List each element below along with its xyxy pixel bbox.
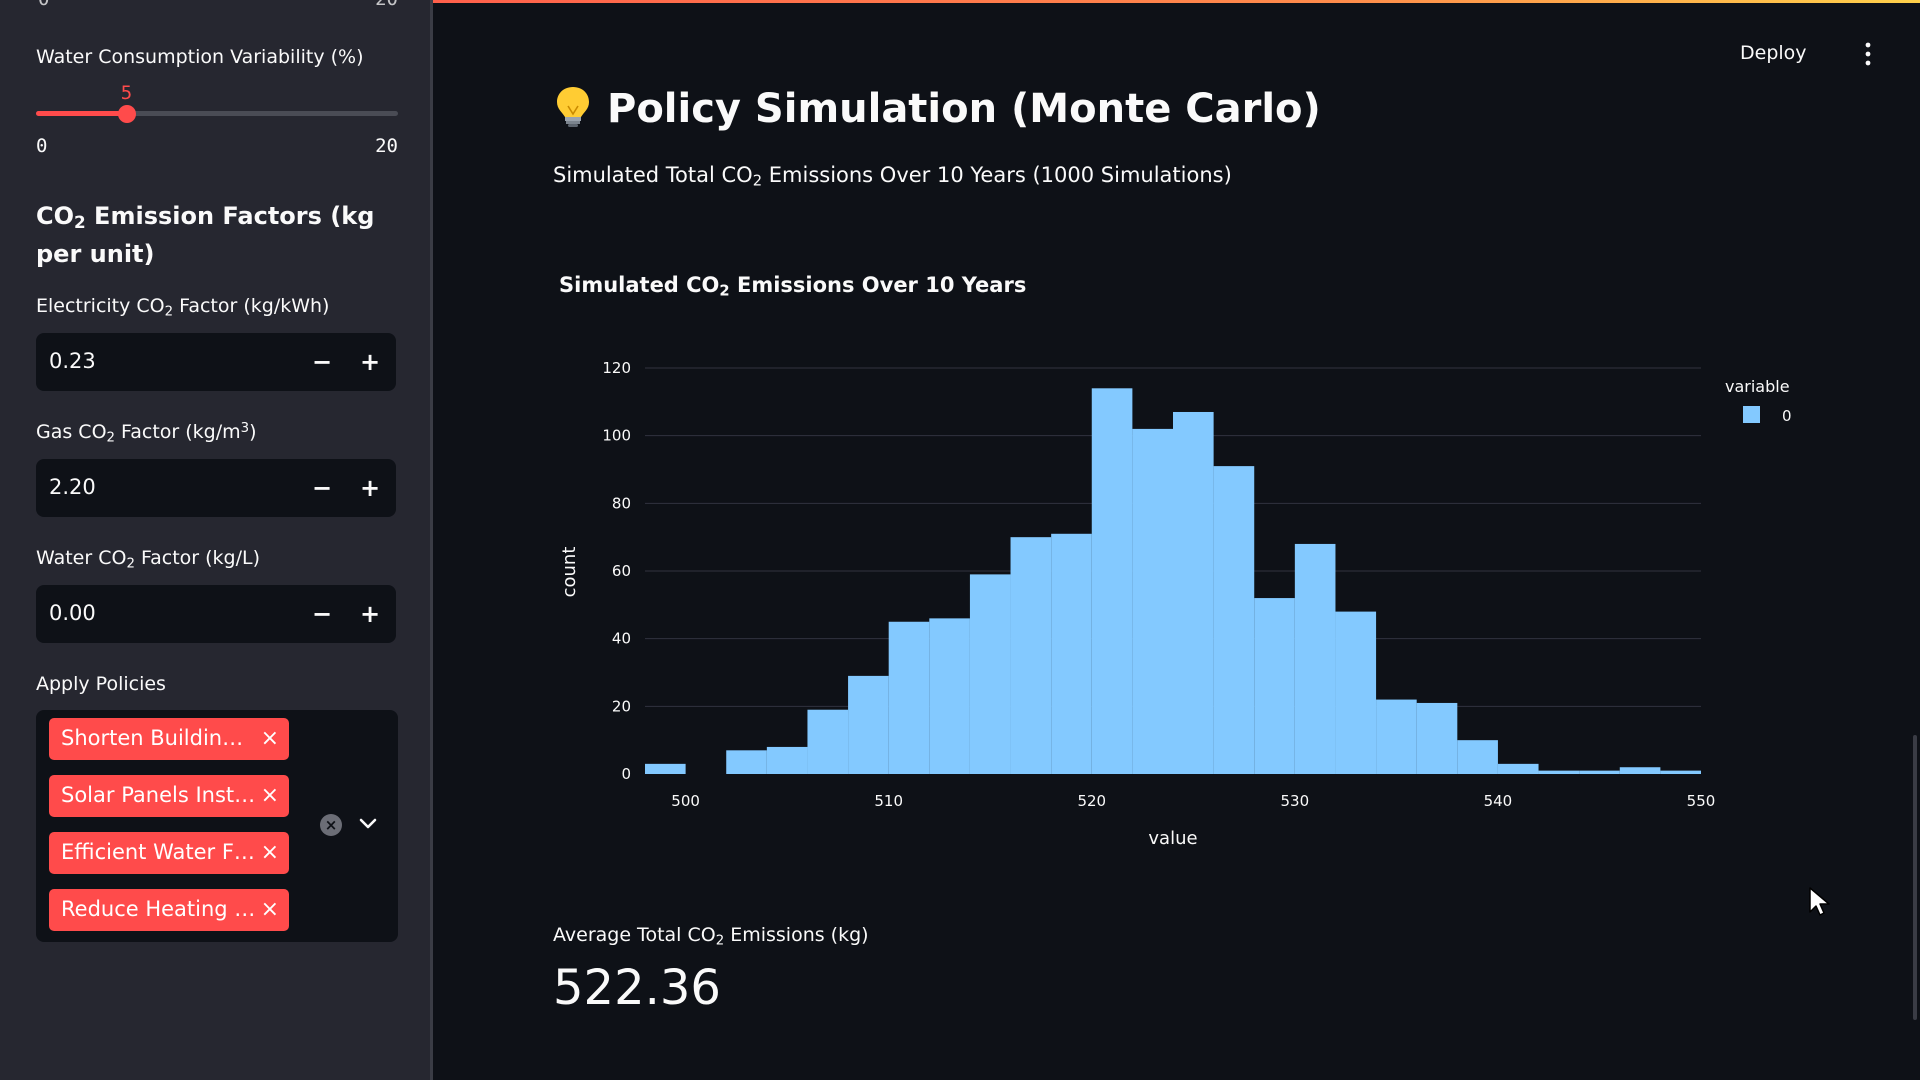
- clear-all-icon[interactable]: ×: [320, 814, 342, 836]
- cutoff-slider-max: 20: [375, 0, 398, 10]
- remove-tag-icon[interactable]: ×: [260, 897, 279, 922]
- y-tick-label: 0: [621, 765, 631, 783]
- lightbulb-icon: [557, 87, 589, 127]
- electricity-factor-label: Electricity CO2 Factor (kg/kWh): [36, 295, 330, 320]
- sidebar: 0 20 Water Consumption Variability (%) 5…: [0, 0, 432, 1080]
- histogram-bar[interactable]: [1010, 537, 1052, 774]
- y-tick-label: 80: [612, 494, 631, 512]
- histogram-bar[interactable]: [888, 621, 930, 774]
- slider-max: 20: [375, 135, 398, 157]
- policy-tag[interactable]: Solar Panels Inst… ×: [49, 775, 289, 817]
- histogram-bar[interactable]: [1497, 763, 1539, 774]
- legend-title: variable: [1725, 377, 1790, 396]
- metric-value: 522.36: [553, 960, 721, 1016]
- emission-factors-heading: CO2 Emission Factors (kg per unit): [36, 202, 375, 269]
- gas-factor-input[interactable]: 2.20 − +: [36, 459, 396, 517]
- histogram-bar[interactable]: [1660, 770, 1701, 774]
- remove-tag-icon[interactable]: ×: [260, 840, 279, 865]
- y-tick-label: 20: [612, 697, 631, 715]
- x-tick-label: 500: [671, 792, 700, 810]
- histogram-bar[interactable]: [1538, 770, 1580, 774]
- histogram-bar[interactable]: [1335, 611, 1377, 774]
- water-increment-button[interactable]: +: [359, 600, 381, 628]
- y-axis-label: count: [559, 547, 580, 598]
- legend-entry[interactable]: 0: [1782, 407, 1792, 425]
- policy-tag[interactable]: Reduce Heating … ×: [49, 889, 289, 931]
- histogram-bar[interactable]: [1213, 466, 1255, 774]
- histogram-bar[interactable]: [1416, 702, 1458, 774]
- histogram-bar[interactable]: [766, 746, 808, 774]
- remove-tag-icon[interactable]: ×: [260, 783, 279, 808]
- histogram-bar[interactable]: [929, 618, 970, 774]
- policy-tag[interactable]: Shorten Buildin… ×: [49, 718, 289, 760]
- histogram-bar[interactable]: [1254, 598, 1295, 774]
- slider-thumb[interactable]: [117, 105, 136, 123]
- slider-value: 5: [120, 82, 133, 104]
- histogram-bar[interactable]: [1132, 428, 1173, 774]
- water-factor-input[interactable]: 0.00 − +: [36, 585, 396, 643]
- histogram-bar[interactable]: [1579, 770, 1620, 774]
- x-tick-label: 540: [1484, 792, 1513, 810]
- histogram-bar[interactable]: [969, 574, 1011, 774]
- sidebar-scrollbar[interactable]: [430, 0, 433, 1080]
- histogram-bar[interactable]: [726, 750, 767, 774]
- histogram-bar[interactable]: [1376, 699, 1417, 774]
- legend-swatch[interactable]: [1743, 406, 1760, 423]
- apply-policies-label: Apply Policies: [36, 673, 166, 695]
- slider-min: 0: [36, 135, 48, 157]
- metric-label: Average Total CO2 Emissions (kg): [553, 924, 869, 949]
- deploy-button[interactable]: Deploy: [1740, 42, 1807, 64]
- histogram-chart: 0 20 40 60 80 100 120 500 510 520 530 540 550 count…: [559, 359, 1792, 849]
- y-tick-label: 40: [612, 630, 631, 648]
- histogram-bar[interactable]: [1091, 388, 1133, 774]
- histogram-bar[interactable]: [1294, 543, 1336, 774]
- main-menu-icon[interactable]: [1859, 40, 1877, 68]
- policies-multiselect[interactable]: Shorten Buildin… × Solar Panels Inst… × Ef…: [36, 710, 398, 942]
- gas-increment-button[interactable]: +: [359, 474, 381, 502]
- page-title: Policy Simulation (Monte Carlo): [553, 84, 1321, 132]
- water-factor-value[interactable]: 0.00: [49, 601, 96, 625]
- electricity-factor-value[interactable]: 0.23: [49, 349, 96, 373]
- electricity-decrement-button[interactable]: −: [311, 348, 333, 376]
- histogram-bar[interactable]: [807, 709, 849, 774]
- chevron-down-icon[interactable]: [356, 812, 380, 836]
- x-tick-label: 550: [1687, 792, 1716, 810]
- histogram-bar[interactable]: [1051, 533, 1092, 774]
- water-variability-slider[interactable]: 5 0 20: [36, 60, 398, 160]
- x-tick-label: 510: [874, 792, 903, 810]
- electricity-increment-button[interactable]: +: [359, 348, 381, 376]
- gas-decrement-button[interactable]: −: [311, 474, 333, 502]
- main-content: Deploy Policy Simulation (Monte Carlo) S…: [433, 0, 1920, 1080]
- water-decrement-button[interactable]: −: [311, 600, 333, 628]
- main-scrollbar[interactable]: [1913, 735, 1917, 1020]
- slider-fill: [36, 111, 127, 116]
- policy-tag[interactable]: Efficient Water F… ×: [49, 832, 289, 874]
- slider-track[interactable]: [36, 111, 398, 116]
- cutoff-slider-min: 0: [38, 0, 49, 10]
- histogram-bar[interactable]: [1457, 740, 1498, 774]
- histogram-bar[interactable]: [1173, 411, 1214, 774]
- y-tick-label: 60: [612, 562, 631, 580]
- chart-caption: Simulated Total CO2 Emissions Over 10 Ye…: [553, 163, 1232, 190]
- chart-title: Simulated CO2 Emissions Over 10 Years: [559, 273, 1027, 300]
- x-tick-label: 520: [1077, 792, 1106, 810]
- gas-factor-value[interactable]: 2.20: [49, 475, 96, 499]
- gas-factor-label: Gas CO2 Factor (kg/m3): [36, 421, 257, 446]
- remove-tag-icon[interactable]: ×: [260, 726, 279, 751]
- x-axis-label: value: [1148, 828, 1197, 849]
- electricity-factor-input[interactable]: 0.23 − +: [36, 333, 396, 391]
- water-variability-label: Water Consumption Variability (%): [36, 46, 364, 68]
- histogram-bar[interactable]: [1619, 767, 1661, 774]
- histogram-bar[interactable]: [645, 763, 686, 774]
- y-tick-label: 100: [602, 427, 631, 445]
- top-decoration-bar: [0, 0, 1920, 3]
- x-tick-label: 530: [1281, 792, 1310, 810]
- histogram-bar[interactable]: [848, 675, 889, 774]
- mouse-cursor-icon: [1809, 887, 1830, 916]
- water-factor-label: Water CO2 Factor (kg/L): [36, 547, 261, 572]
- y-tick-label: 120: [602, 359, 631, 377]
